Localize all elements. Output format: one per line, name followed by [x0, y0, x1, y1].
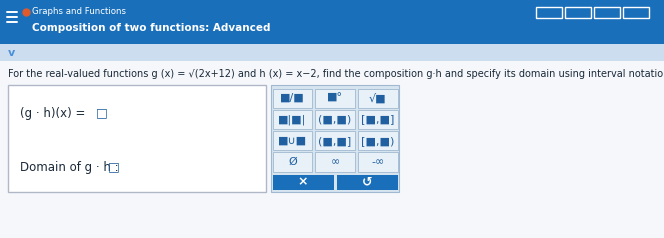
- Text: ×: ×: [297, 175, 308, 188]
- Text: [■,■): [■,■): [361, 136, 394, 146]
- Text: ↺: ↺: [362, 175, 373, 188]
- Text: (■,■]: (■,■]: [318, 136, 352, 146]
- Text: Graphs and Functions: Graphs and Functions: [32, 8, 126, 16]
- Text: ∞: ∞: [331, 157, 339, 167]
- FancyBboxPatch shape: [272, 89, 312, 108]
- FancyBboxPatch shape: [8, 85, 266, 192]
- Text: Domain of g · h :: Domain of g · h :: [20, 160, 122, 174]
- FancyBboxPatch shape: [315, 110, 355, 129]
- FancyBboxPatch shape: [272, 152, 312, 172]
- FancyBboxPatch shape: [0, 0, 664, 44]
- FancyBboxPatch shape: [0, 61, 664, 238]
- Text: v: v: [7, 48, 15, 58]
- FancyBboxPatch shape: [358, 131, 398, 150]
- FancyBboxPatch shape: [0, 44, 664, 61]
- Text: -∞: -∞: [371, 157, 384, 167]
- Text: ■|■|: ■|■|: [278, 114, 307, 125]
- Text: For the real-valued functions g (x) = √(2x+12) and h (x) = x−2, find the composi: For the real-valued functions g (x) = √(…: [8, 69, 664, 79]
- Text: □: □: [108, 160, 120, 174]
- FancyBboxPatch shape: [272, 110, 312, 129]
- Text: (■,■): (■,■): [318, 114, 352, 124]
- Text: √■: √■: [369, 93, 386, 103]
- Text: (g · h)(x) =: (g · h)(x) =: [20, 106, 89, 119]
- Text: Ø: Ø: [288, 157, 297, 167]
- FancyBboxPatch shape: [272, 174, 333, 189]
- FancyBboxPatch shape: [337, 174, 398, 189]
- Text: ■∪■: ■∪■: [278, 136, 307, 146]
- FancyBboxPatch shape: [271, 85, 399, 192]
- Text: ■/■: ■/■: [280, 93, 305, 103]
- FancyBboxPatch shape: [315, 89, 355, 108]
- Text: □: □: [96, 106, 108, 119]
- FancyBboxPatch shape: [315, 131, 355, 150]
- FancyBboxPatch shape: [358, 89, 398, 108]
- FancyBboxPatch shape: [358, 152, 398, 172]
- Text: Composition of two functions: Advanced: Composition of two functions: Advanced: [32, 23, 270, 33]
- FancyBboxPatch shape: [358, 110, 398, 129]
- Text: [■,■]: [■,■]: [361, 114, 394, 124]
- FancyBboxPatch shape: [272, 131, 312, 150]
- FancyBboxPatch shape: [315, 152, 355, 172]
- Text: ■°: ■°: [327, 93, 343, 103]
